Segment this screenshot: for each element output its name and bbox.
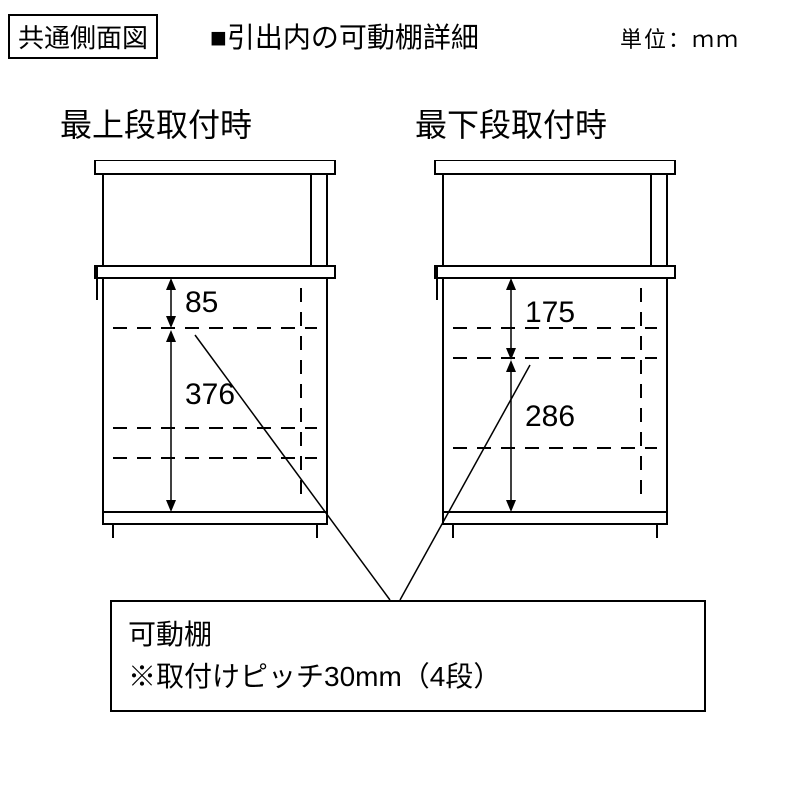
left-diagram-title: 最上段取付時 <box>60 100 252 146</box>
right-diagram-title: 最下段取付時 <box>415 100 607 146</box>
note-line2: ※取付けピッチ30mm（4段） <box>128 656 688 698</box>
left-dim-top: 85 <box>185 286 218 320</box>
note-box: 可動棚 ※取付けピッチ30mm（4段） <box>110 600 706 712</box>
corner-label: 共通側面図 <box>8 14 158 59</box>
page-title: ■引出内の可動棚詳細 <box>210 16 479 56</box>
right-dim-bottom: 286 <box>525 400 575 434</box>
left-dim-bottom: 376 <box>185 378 235 412</box>
right-cabinet-diagram <box>415 160 695 540</box>
unit-label: 単位：ｍｍ <box>620 22 740 54</box>
note-line1: 可動棚 <box>128 614 688 656</box>
corner-label-text: 共通側面図 <box>18 23 148 53</box>
left-cabinet-diagram <box>75 160 355 540</box>
right-dim-top: 175 <box>525 296 575 330</box>
